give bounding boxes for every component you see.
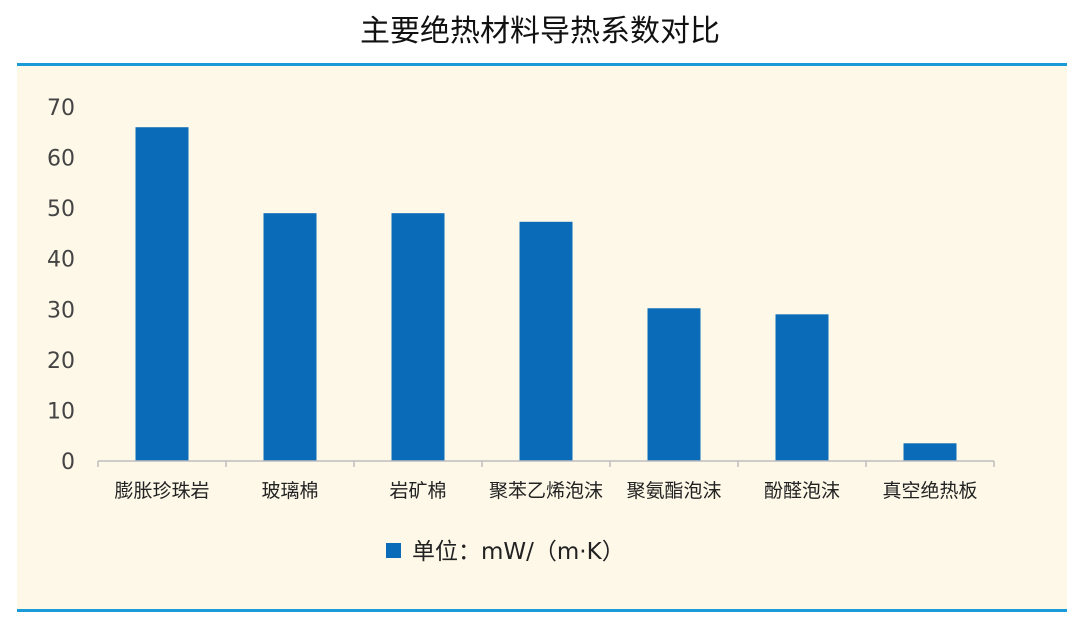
y-tick-label: 20 <box>47 349 75 374</box>
bar <box>391 213 445 461</box>
bar <box>263 213 317 461</box>
y-tick-label: 50 <box>47 197 75 222</box>
legend: 单位：mW/（m·K） <box>386 539 625 565</box>
y-tick-label: 30 <box>47 298 75 323</box>
bottom-rule <box>17 609 1067 612</box>
legend-label: 单位：mW/（m·K） <box>412 539 625 565</box>
x-axis-ticks <box>97 461 995 467</box>
y-tick-label: 70 <box>47 96 75 121</box>
bar <box>519 221 573 461</box>
bar <box>775 314 829 461</box>
x-category-label: 玻璃棉 <box>261 480 318 502</box>
x-category-label: 岩矿棉 <box>389 480 446 502</box>
y-tick-label: 10 <box>47 399 75 424</box>
x-category-label: 真空绝热板 <box>882 480 977 502</box>
x-category-label: 聚氨酯泡沫 <box>626 480 721 502</box>
y-tick-label: 40 <box>47 248 75 273</box>
x-category-label: 膨胀珍珠岩 <box>114 480 209 502</box>
y-tick-label: 0 <box>61 450 75 475</box>
x-category-label: 酚醛泡沫 <box>764 480 840 502</box>
x-axis-category-labels: 膨胀珍珠岩 玻璃棉 岩矿棉 聚苯乙烯泡沫 聚氨酯泡沫 酚醛泡沫 真空绝热板 <box>114 480 977 502</box>
bars-group <box>135 127 957 461</box>
bar <box>903 443 957 461</box>
y-tick-label: 60 <box>47 147 75 172</box>
x-category-label: 聚苯乙烯泡沫 <box>489 480 603 502</box>
bar <box>647 308 701 461</box>
chart-title: 主要绝热材料导热系数对比 <box>360 14 720 49</box>
legend-swatch <box>386 543 401 558</box>
bar <box>135 127 189 461</box>
top-rule <box>17 63 1067 66</box>
y-axis-tick-labels: 0 10 20 30 40 50 60 70 <box>47 96 75 475</box>
